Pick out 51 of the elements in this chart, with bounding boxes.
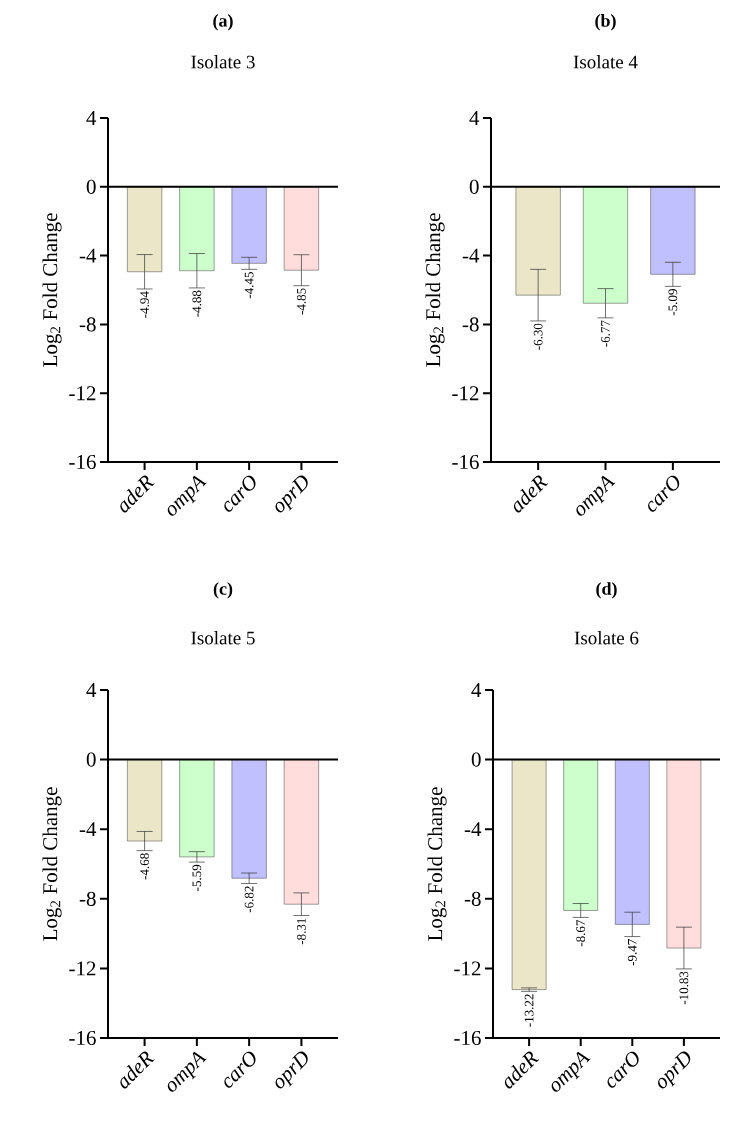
chart-subtitle: Isolate 5	[191, 631, 255, 645]
y-axis-title: Log$_{2}$ Fold Change	[42, 213, 62, 367]
y-tick-label: -12	[69, 961, 96, 976]
chart-title: (b)	[595, 14, 616, 31]
y-tick-label: 4	[469, 111, 480, 125]
data-label: -8.31	[297, 918, 306, 945]
y-tick-label: -16	[454, 1030, 481, 1046]
data-label: -9.47	[627, 939, 637, 966]
y-tick-label: -8	[462, 317, 479, 332]
y-tick-label: -4	[79, 248, 97, 263]
y-tick-label: 4	[86, 111, 97, 125]
data-label: -4.88	[192, 290, 202, 317]
y-tick-label: -16	[452, 454, 479, 470]
y-tick-label: 0	[469, 179, 479, 194]
data-label: -6.77	[601, 320, 610, 347]
chart-subtitle: Isolate 4	[573, 55, 638, 69]
data-label: -4.68	[140, 853, 150, 880]
data-label: -4.94	[140, 291, 149, 318]
y-tick-label: -8	[79, 317, 96, 332]
y-tick-label: 0	[86, 752, 96, 767]
chart-subtitle: Isolate 3	[191, 55, 255, 69]
y-tick-label: -8	[79, 891, 96, 906]
data-label: -6.82	[244, 886, 254, 913]
chart-title: (d)	[596, 582, 617, 599]
y-tick-label: -16	[69, 454, 96, 470]
y-tick-label: -8	[464, 891, 481, 906]
y-axis-title: Log$_{2}$ Fold Change	[427, 787, 447, 941]
data-label: -5.09	[668, 289, 678, 316]
data-label: -8.67	[576, 919, 586, 947]
y-axis-title: Log$_{2}$ Fold Change	[42, 787, 62, 941]
y-tick-label: -4	[464, 822, 482, 837]
y-tick-label: 0	[86, 179, 96, 194]
data-label: -6.30	[533, 323, 543, 350]
y-tick-label: -4	[79, 822, 97, 837]
data-label: -4.85	[297, 288, 306, 315]
y-tick-label: 4	[471, 683, 482, 697]
y-tick-label: -4	[462, 248, 480, 263]
data-label: -10.83	[679, 971, 689, 1005]
y-tick-label: -12	[454, 961, 481, 976]
y-tick-label: -12	[69, 386, 96, 401]
y-tick-label: 4	[86, 683, 97, 697]
y-axis-title: Log$_{2}$ Fold Change	[425, 213, 445, 367]
y-tick-label: 0	[471, 752, 481, 767]
data-label: -5.59	[192, 864, 202, 891]
y-tick-label: -16	[69, 1030, 96, 1046]
data-label: -13.22	[524, 994, 534, 1027]
chart-title: (c)	[213, 582, 233, 599]
chart-subtitle: Isolate 6	[574, 631, 639, 645]
data-label: -4.45	[244, 272, 254, 299]
chart-title: (a)	[213, 14, 233, 31]
y-tick-label: -12	[452, 386, 479, 401]
